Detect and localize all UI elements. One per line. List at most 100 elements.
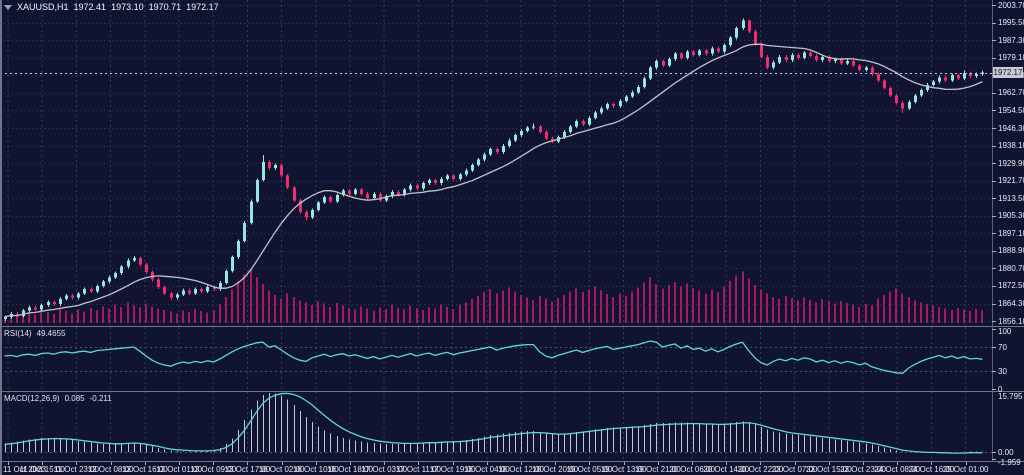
time-axis-tick — [829, 462, 830, 465]
price-axis-label: 1938.10 — [998, 141, 1024, 150]
time-axis-tick — [418, 462, 419, 465]
axis-tick — [992, 181, 996, 182]
axis-tick — [992, 459, 996, 460]
rsi-indicator-label: RSI(14) 49.4655 — [4, 329, 65, 338]
time-axis-tick — [760, 462, 761, 465]
price-axis-label: 1897.10 — [998, 229, 1024, 238]
price-axis-separator — [992, 0, 993, 462]
axis-tick — [992, 128, 996, 129]
symbol-period-label: XAUUSD,H1 — [17, 2, 69, 12]
axis-tick — [992, 216, 996, 217]
time-axis[interactable]: 11 Oct 2023 11 Oct 15:00 11 Oct 23:00 12 Oc… — [0, 462, 1024, 475]
time-axis-label: 12 Oct 08:00 — [87, 465, 134, 474]
price-axis-label: 1921.70 — [998, 176, 1024, 185]
rsi-axis-label: 0 — [998, 385, 1003, 394]
axis-tick — [992, 321, 996, 322]
macd-indicator-label: MACD(12,26,9) 0.085 -0.211 — [4, 394, 112, 403]
ohlc-low-value: 1970.71 — [148, 2, 182, 12]
price-axis-label: 1856.10 — [998, 317, 1024, 326]
panel-separator-main-rsi[interactable] — [0, 326, 1024, 327]
macd-name: MACD(12,26,9) — [4, 394, 60, 403]
time-axis-tick — [453, 462, 454, 465]
time-axis-tick — [897, 462, 898, 465]
macd-axis-label: -1.959 — [998, 458, 1021, 467]
price-axis-label: 1888.90 — [998, 246, 1024, 255]
price-axis-label: 1954.50 — [998, 106, 1024, 115]
current-price-box: 1972.17 — [993, 67, 1023, 78]
rsi-chart-canvas[interactable] — [0, 327, 992, 391]
price-chart-canvas[interactable] — [0, 0, 992, 326]
panel-separator-macd-timeaxis — [0, 461, 1024, 462]
axis-tick — [992, 5, 996, 6]
axis-tick — [992, 40, 996, 41]
price-axis-label: 1946.30 — [998, 124, 1024, 133]
time-axis-tick — [795, 462, 796, 465]
axis-tick — [992, 93, 996, 94]
price-axis-label: 1872.50 — [998, 281, 1024, 290]
time-axis-label: 17 Oct 11:00 — [395, 465, 441, 474]
time-axis-tick — [931, 462, 932, 465]
panel-separator-rsi-macd[interactable] — [0, 391, 1024, 392]
time-axis-label: 13 Oct 09:00 — [190, 465, 237, 474]
rsi-axis-label: 100 — [998, 327, 1012, 336]
time-axis-tick — [384, 462, 385, 465]
time-axis-tick — [692, 462, 693, 465]
price-axis-label: 1864.30 — [998, 299, 1024, 308]
axis-tick — [992, 452, 996, 453]
time-axis-label: 16 Oct 18:00 — [327, 465, 373, 474]
axis-tick — [992, 58, 996, 59]
window-left-border — [0, 0, 2, 475]
price-axis-label: 1905.30 — [998, 211, 1024, 220]
axis-tick — [992, 389, 996, 390]
macd-signal-value: -0.211 — [89, 394, 112, 403]
time-axis-label: 20 Oct 06:00 — [669, 465, 715, 474]
time-axis-tick — [863, 462, 864, 465]
time-axis-tick — [624, 462, 625, 465]
time-axis-label: 25 Oct 01:00 — [942, 465, 989, 474]
time-axis-tick — [589, 462, 590, 465]
price-axis-label: 1979.10 — [998, 53, 1024, 62]
ohlc-high-value: 1973.10 — [111, 2, 144, 12]
time-axis-label: 24 Oct 08:00 — [874, 465, 921, 474]
axis-tick — [992, 371, 996, 372]
time-axis-label: 19 Oct 13:00 — [600, 465, 647, 474]
time-axis-tick — [658, 462, 659, 465]
price-axis-label: 1987.30 — [998, 36, 1024, 45]
time-axis-label: 11 Oct 23:00 — [53, 465, 99, 474]
chart-marker-icon — [4, 4, 12, 10]
rsi-axis-label: 30 — [998, 367, 1007, 376]
time-axis-label: 19 Oct 05:00 — [566, 465, 613, 474]
rsi-name: RSI(14) — [4, 329, 32, 338]
rsi-value: 49.4655 — [36, 329, 66, 338]
current-price-value: 1972.17 — [993, 68, 1023, 77]
axis-tick — [992, 198, 996, 199]
chart-title: XAUUSD,H1 1972.41 1973.10 1970.71 1972.1… — [4, 2, 219, 12]
time-axis-tick — [247, 462, 248, 465]
time-axis-tick — [145, 462, 146, 465]
axis-tick — [992, 329, 996, 330]
time-axis-label: 17 Oct 19:00 — [429, 465, 476, 474]
time-axis-tick — [316, 462, 317, 465]
ohlc-open-value: 1972.41 — [73, 2, 107, 12]
macd-chart-canvas[interactable] — [0, 392, 992, 461]
axis-tick — [992, 146, 996, 147]
price-axis-label: 1913.50 — [998, 194, 1024, 203]
axis-tick — [992, 163, 996, 164]
axis-tick — [992, 286, 996, 287]
axis-tick — [992, 251, 996, 252]
time-axis-tick — [76, 462, 77, 465]
ohlc-close-value: 1972.17 — [186, 2, 219, 12]
time-axis-tick — [179, 462, 180, 465]
time-axis-tick — [282, 462, 283, 465]
time-axis-tick — [555, 462, 556, 465]
time-axis-label: 17 Oct 03:00 — [361, 465, 408, 474]
time-axis-tick — [8, 462, 9, 465]
macd-axis-label: 15.795 — [998, 392, 1023, 401]
macd-main-value: 0.085 — [64, 394, 85, 403]
price-axis[interactable]: 2003.701995.501987.301979.101970.901962.… — [992, 0, 1024, 475]
time-axis-label: 23 Oct 15:00 — [805, 465, 852, 474]
time-axis-label: 13 Oct 01:00 — [156, 465, 202, 474]
time-axis-tick — [42, 462, 43, 465]
time-axis-label: 24 Oct 16:00 — [908, 465, 955, 474]
